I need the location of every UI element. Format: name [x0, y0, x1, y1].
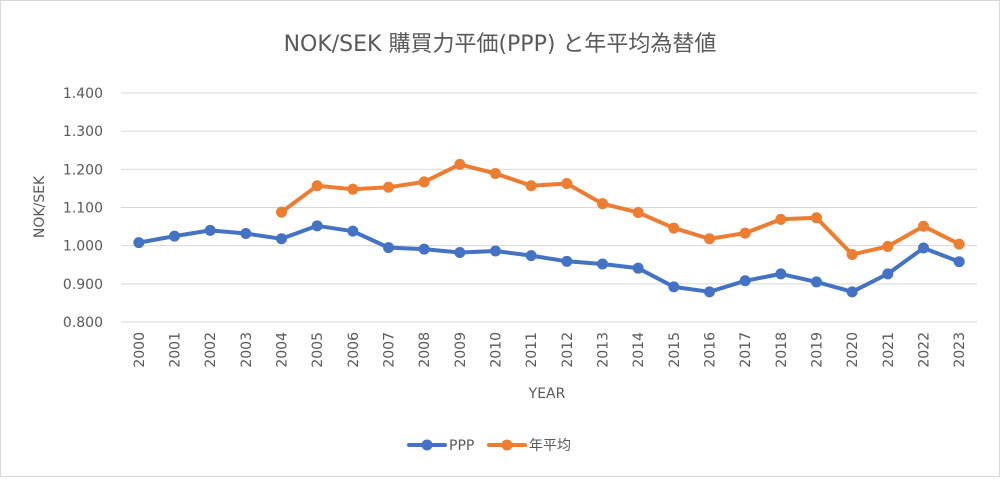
x-tick-label: 2008 [417, 332, 433, 368]
data-point [704, 286, 715, 298]
legend-swatch-marker [421, 439, 433, 451]
x-tick-label: 2017 [738, 332, 754, 368]
y-axis-label: NOK/SEK [32, 175, 48, 238]
legend-swatch-marker [501, 439, 513, 451]
y-tick-label: 1.000 [63, 239, 103, 255]
data-point [561, 177, 573, 189]
data-point [490, 168, 501, 180]
data-point [918, 242, 929, 254]
data-point [240, 227, 252, 239]
x-tick-label: 2018 [774, 332, 790, 368]
data-point [418, 243, 430, 255]
x-tick-label: 2002 [203, 332, 219, 368]
x-tick-label: 2014 [631, 332, 647, 368]
x-tick-label: 2003 [239, 332, 255, 368]
data-point [597, 198, 608, 210]
legend-item: PPP [407, 438, 474, 454]
data-point [739, 275, 751, 287]
data-point [561, 255, 573, 267]
data-point [525, 180, 537, 192]
data-point [632, 262, 644, 274]
grid-lines [121, 92, 977, 323]
data-point [418, 176, 430, 188]
data-point [953, 256, 965, 268]
x-tick-labels: 2000 2001 2002 2003 2004 2005 2006 2007 2008 2009… [132, 332, 968, 368]
legend: PPP 年平均 [407, 438, 571, 454]
legend-label: 年平均 [529, 438, 571, 454]
y-tick-label: 1.400 [63, 86, 103, 102]
x-axis-label: YEAR [528, 386, 566, 402]
data-point [347, 225, 359, 237]
x-tick-label: 2019 [810, 332, 826, 368]
data-point [918, 220, 929, 232]
data-point [668, 222, 680, 234]
data-point [133, 237, 145, 249]
x-tick-label: 2001 [168, 332, 184, 368]
x-tick-label: 2005 [310, 332, 326, 368]
data-point [490, 245, 501, 257]
series-line [136, 223, 962, 294]
data-point [383, 181, 394, 193]
data-point [775, 213, 787, 225]
data-point [597, 258, 608, 270]
y-tick-label: 1.300 [63, 124, 103, 140]
series-2 [276, 158, 965, 260]
x-tick-label: 2007 [382, 332, 398, 368]
data-point [347, 183, 359, 195]
data-point [811, 276, 822, 288]
data-point [525, 250, 537, 262]
x-tick-label: 2010 [489, 332, 505, 368]
y-tick-label: 0.800 [63, 315, 103, 331]
series-group [133, 158, 965, 298]
y-tick-label: 1.200 [63, 162, 103, 178]
x-tick-label: 2020 [845, 332, 861, 368]
data-point [739, 227, 751, 239]
data-point [811, 212, 822, 224]
series-line [279, 162, 962, 257]
x-tick-label: 2015 [667, 332, 683, 368]
data-point [704, 233, 715, 245]
data-point [882, 240, 894, 252]
x-tick-label: 2016 [703, 332, 719, 368]
x-tick-label: 2000 [132, 332, 148, 368]
x-tick-label: 2023 [952, 332, 968, 368]
data-point [953, 238, 965, 250]
data-point [383, 242, 394, 254]
x-tick-label: 2012 [560, 332, 576, 368]
x-tick-label: 2021 [881, 332, 897, 368]
data-point [276, 233, 287, 245]
data-point [454, 247, 466, 259]
data-point [311, 220, 323, 232]
x-tick-label: 2006 [346, 332, 362, 368]
x-tick-label: 2022 [917, 332, 933, 368]
x-tick-label: 2009 [453, 332, 469, 368]
y-tick-labels: 0.800 0.900 1.000 1.100 1.200 1.300 1.400 [63, 86, 103, 331]
data-point [454, 158, 466, 170]
legend-item: 年平均 [487, 438, 571, 454]
chart-title: NOK/SEK 購買力平価(PPP) と年平均為替値 [284, 32, 717, 57]
y-tick-label: 0.900 [63, 277, 103, 293]
x-tick-label: 2013 [596, 332, 612, 368]
data-point [276, 206, 287, 218]
data-point [668, 281, 680, 293]
data-point [169, 230, 180, 242]
data-point [204, 224, 216, 236]
data-point [846, 286, 858, 298]
data-point [775, 268, 787, 280]
data-point [311, 180, 323, 192]
y-tick-label: 1.100 [63, 201, 103, 217]
series-1 [133, 220, 965, 298]
data-point [846, 248, 858, 260]
data-point [882, 268, 894, 280]
data-point [632, 206, 644, 218]
x-tick-label: 2011 [524, 332, 540, 368]
legend-label: PPP [449, 438, 474, 454]
x-tick-label: 2004 [275, 332, 291, 368]
